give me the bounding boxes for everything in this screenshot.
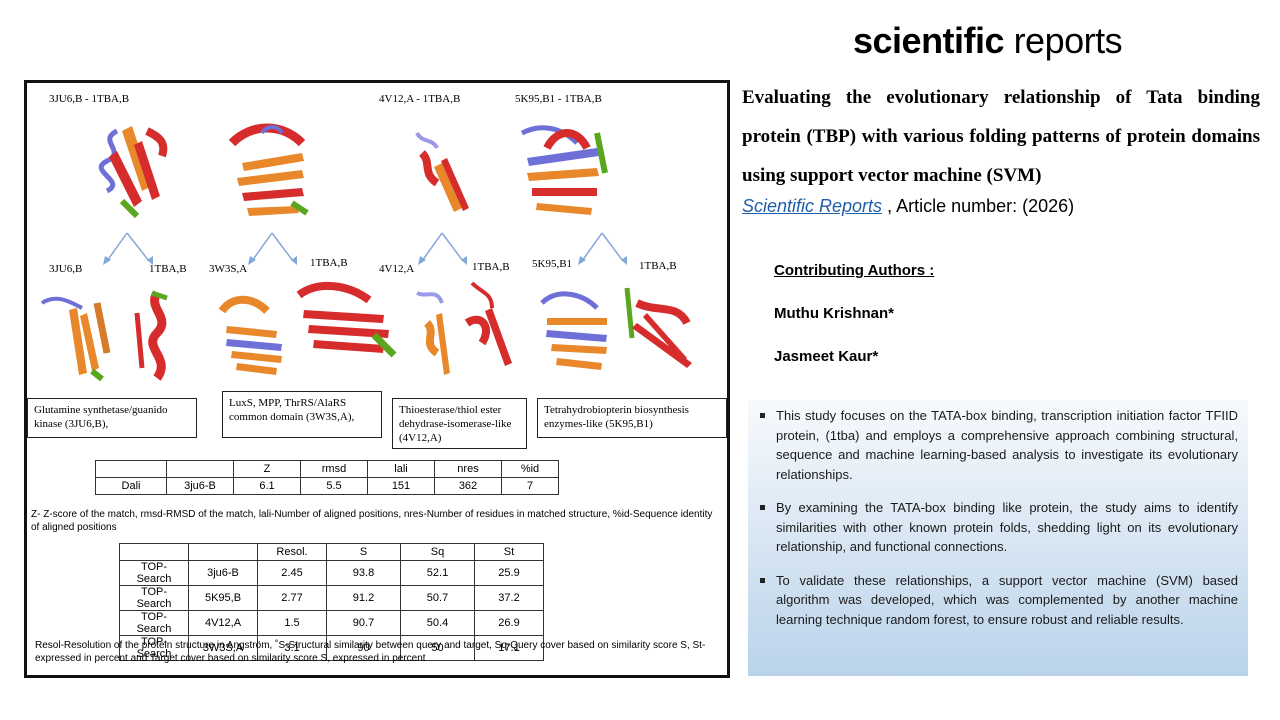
article-number: , Article number: (2026) [882,196,1075,216]
structure-label: 1TBA,B [639,260,677,272]
table-cell: 90 [326,635,401,661]
authors-heading: Contributing Authors : [774,262,935,279]
structure-label: 1TBA,B [472,261,510,273]
table-cell: 3W3S,A [188,635,258,661]
table-cell: 5K95,B [188,585,258,611]
dali-legend: Z- Z-score of the match, rmsd-RMSD of th… [31,509,713,533]
table-cell: 26.9 [474,610,544,636]
journal-citation: Scientific Reports , Article number: (20… [742,196,1074,217]
table-cell: 4V12,A [188,610,258,636]
table-cell: 7 [501,477,559,495]
table-row: TOP-Search 4V12,A 1.5 90.7 50.4 26.9 [119,610,544,636]
split-arrows [103,232,627,265]
graphical-abstract-figure: 3JU6,B - 1TBA,B 4V12,A - 1TBA,B 5K95,B1 … [24,80,730,678]
table-cell: TOP-Search [119,585,189,611]
table-cell: Resol. [257,543,327,561]
table-cell: 151 [367,477,435,495]
protein-structure-3w3s-1tba [228,123,309,216]
table-cell [119,543,189,561]
journal-link[interactable]: Scientific Reports [742,196,883,216]
table-cell: lali [367,460,435,478]
protein-structure-5k95 [540,291,607,370]
structure-label: 1TBA,B [149,263,187,275]
table-header-row: Resol. S Sq St [119,543,544,561]
table-cell: 3ju6-B [188,560,258,586]
summary-item: To validate these relationships, a suppo… [760,571,1238,630]
fold-description: Thioesterase/thiol ester dehydrase-isome… [392,398,527,449]
table-cell: S [326,543,401,561]
table-cell: %id [501,460,559,478]
table-cell: TOP-Search [119,635,189,661]
table-row: TOP-Search 5K95,B 2.77 91.2 50.7 37.2 [119,585,544,611]
summary-list: This study focuses on the TATA-box bindi… [758,406,1238,629]
table-header-row: Z rmsd lali nres %id [95,460,559,478]
table-cell [188,543,258,561]
top-search-table: Resol. S Sq St TOP-Search 3ju6-B 2.45 93… [119,543,544,661]
journal-logo: scientific reports [853,20,1123,61]
protein-structure-3ju6-1tba [98,126,168,219]
fold-description: Glutamine synthetase/guanido kinase (3JU… [27,398,197,438]
structure-label: 3JU6,B [49,263,83,275]
authors-section: Contributing Authors : Muthu Krishnan* J… [774,262,934,391]
protein-structure-1tba-c [464,281,512,366]
table-cell: 50.4 [400,610,475,636]
protein-structure-4v12 [416,291,450,375]
table-cell: Z [233,460,301,478]
table-cell: 90.7 [326,610,401,636]
table-cell: 3.1 [257,635,327,661]
author-name: Muthu Krishnan* [774,305,894,322]
table-cell [95,460,167,478]
table-cell: 37.2 [474,585,544,611]
summary-panel: This study focuses on the TATA-box bindi… [748,400,1248,676]
table-cell: 362 [434,477,502,495]
table-row: TOP-Search 3W3S,A 3.1 90 50 17.1 [119,635,544,661]
protein-structure-3ju6 [40,296,111,382]
summary-item: By examining the TATA-box binding like p… [760,498,1238,557]
fold-description: LuxS, MPP, ThrRS/AlaRS common domain (3W… [222,391,382,438]
author-name: Jasmeet Kaur* [774,348,879,365]
table-cell: 17.1 [474,635,544,661]
protein-structure-1tba-a [134,290,168,381]
table-cell: 25.9 [474,560,544,586]
pair-label: 5K95,B1 - 1TBA,B [515,93,602,105]
structure-label: 4V12,A [379,263,415,275]
table-cell: 6.1 [233,477,301,495]
top-search-legend: Resol-Resolution of the protein structur… [35,640,706,664]
table-cell: 91.2 [326,585,401,611]
protein-structure-3w3s [218,295,282,375]
table-cell: TOP-Search [119,610,189,636]
pair-label: 4V12,A - 1TBA,B [379,93,461,105]
table-cell: 93.8 [326,560,401,586]
table-cell: 2.45 [257,560,327,586]
table-cell: rmsd [300,460,368,478]
table-cell: 50 [400,635,475,661]
table-cell [166,460,234,478]
table-cell: 3ju6-B [166,477,234,495]
protein-structure-4v12-1tba [415,131,469,212]
protein-structure-1tba-d [624,287,692,368]
dali-table: Z rmsd lali nres %id Dali 3ju6-B 6.1 5.5… [95,460,559,495]
table-cell: 2.77 [257,585,327,611]
table-cell: 52.1 [400,560,475,586]
table-cell: 5.5 [300,477,368,495]
table-cell: nres [434,460,502,478]
fold-description: Tetrahydrobiopterin biosynthesis enzymes… [537,398,727,438]
protein-structure-5k95-1tba [520,125,608,215]
table-row: TOP-Search 3ju6-B 2.45 93.8 52.1 25.9 [119,560,544,586]
table-row: Dali 3ju6-B 6.1 5.5 151 362 7 [95,477,559,495]
table-cell: TOP-Search [119,560,189,586]
summary-item: This study focuses on the TATA-box bindi… [760,406,1238,484]
pair-label: 3JU6,B - 1TBA,B [49,93,130,105]
structure-label: 3W3S,A [209,263,248,275]
article-title: Evaluating the evolutionary relationship… [742,87,1260,186]
table-cell: 1.5 [257,610,327,636]
structure-label: 5K95,B1 [532,258,573,270]
table-cell: Dali [95,477,167,495]
structure-label: 1TBA,B [310,257,348,269]
table-cell: 50.7 [400,585,475,611]
table-cell: Sq [400,543,475,561]
table-cell: St [474,543,544,561]
protein-structure-1tba-b [296,281,397,358]
